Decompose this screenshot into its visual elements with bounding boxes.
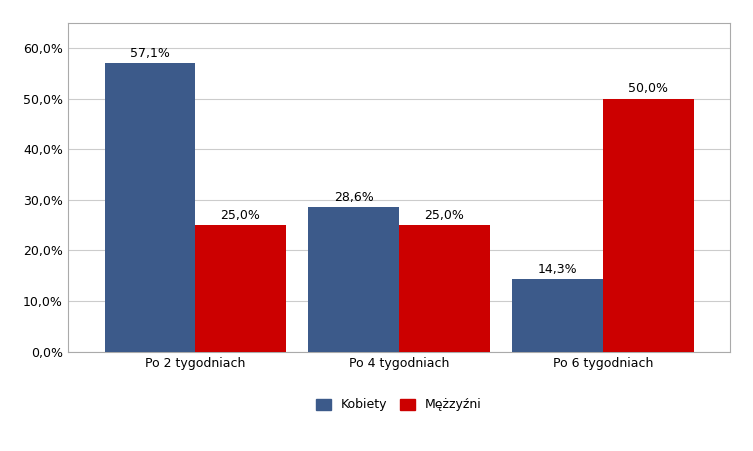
- Bar: [603, 98, 694, 352]
- Text: 14,3%: 14,3%: [538, 263, 578, 276]
- Text: 50,0%: 50,0%: [628, 83, 669, 96]
- Bar: [309, 207, 399, 352]
- Bar: [512, 279, 603, 352]
- Text: 57,1%: 57,1%: [130, 46, 170, 60]
- Text: 28,6%: 28,6%: [334, 191, 373, 204]
- Bar: [105, 63, 195, 352]
- Legend: Kobiety, Mężzyźni: Kobiety, Mężzyźni: [316, 398, 482, 411]
- Bar: [399, 225, 489, 352]
- Bar: [195, 225, 286, 352]
- Text: 25,0%: 25,0%: [425, 209, 465, 222]
- Text: 25,0%: 25,0%: [221, 209, 261, 222]
